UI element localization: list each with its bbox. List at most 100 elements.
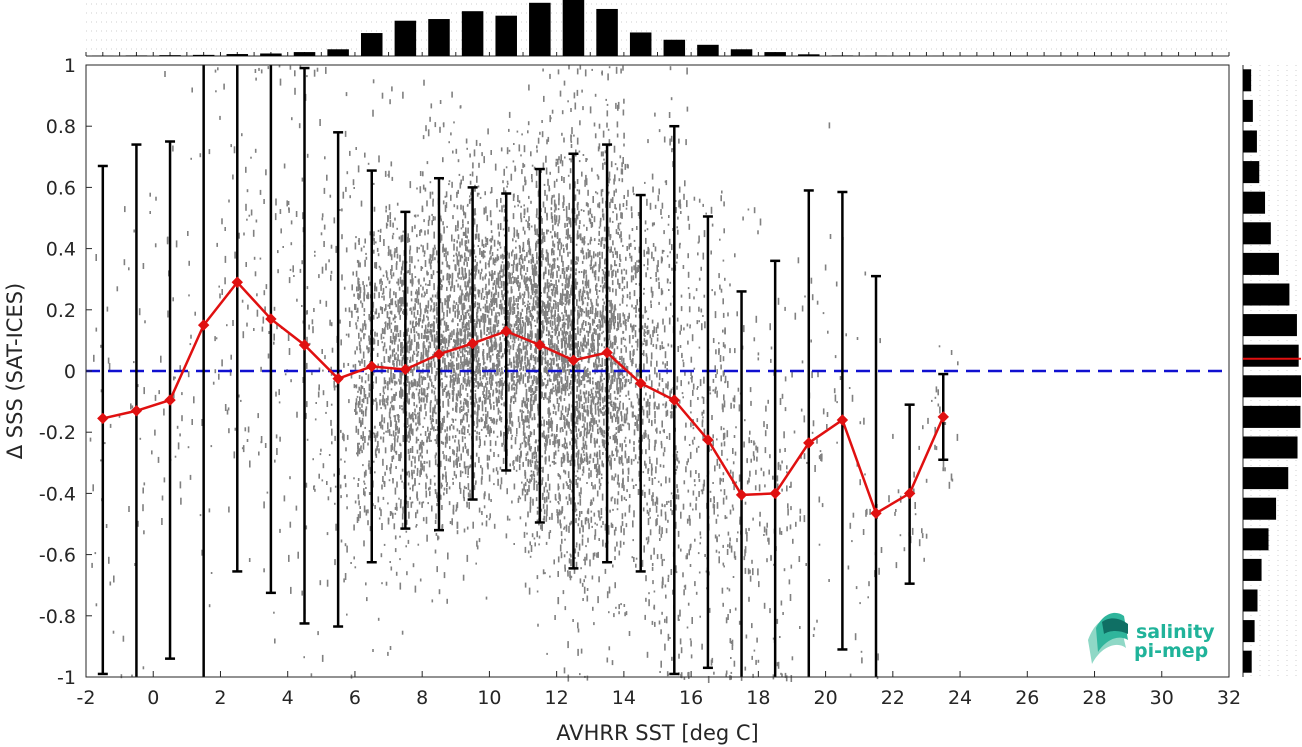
scatter-point bbox=[444, 386, 447, 390]
scatter-point bbox=[417, 383, 420, 387]
scatter-point bbox=[503, 307, 506, 312]
scatter-point bbox=[551, 343, 554, 346]
scatter-point bbox=[475, 480, 477, 484]
scatter-point bbox=[495, 373, 497, 377]
scatter-point bbox=[463, 461, 466, 469]
scatter-point bbox=[485, 397, 487, 401]
scatter-point bbox=[430, 428, 432, 431]
scatter-point bbox=[469, 379, 471, 383]
scatter-point bbox=[556, 270, 558, 276]
scatter-point bbox=[290, 220, 293, 225]
scatter-point bbox=[554, 300, 556, 303]
scatter-point bbox=[426, 309, 429, 314]
scatter-point bbox=[362, 398, 365, 404]
scatter-point bbox=[339, 209, 341, 211]
scatter-point bbox=[419, 578, 422, 582]
scatter-point bbox=[142, 487, 144, 494]
scatter-point bbox=[466, 310, 468, 314]
scatter-point bbox=[434, 247, 436, 250]
scatter-point bbox=[353, 556, 355, 560]
scatter-point bbox=[479, 273, 482, 280]
scatter-point bbox=[164, 71, 166, 77]
scatter-point bbox=[530, 313, 533, 318]
scatter-point bbox=[347, 363, 350, 366]
scatter-point bbox=[364, 426, 366, 429]
scatter-point bbox=[421, 455, 423, 459]
scatter-point bbox=[409, 424, 412, 432]
scatter-point bbox=[489, 399, 491, 405]
scatter-point bbox=[544, 450, 546, 455]
scatter-point bbox=[454, 435, 457, 438]
scatter-point bbox=[396, 481, 398, 488]
scatter-point bbox=[278, 65, 281, 68]
scatter-point bbox=[555, 439, 557, 444]
scatter-point bbox=[495, 285, 497, 290]
scatter-point bbox=[425, 516, 428, 524]
scatter-point bbox=[576, 342, 578, 347]
scatter-point bbox=[389, 291, 391, 299]
scatter-point bbox=[488, 377, 491, 382]
scatter-point bbox=[400, 235, 403, 243]
scatter-point bbox=[586, 367, 589, 372]
scatter-point bbox=[564, 284, 567, 291]
scatter-point bbox=[516, 262, 519, 267]
scatter-point bbox=[191, 87, 193, 93]
scatter-point bbox=[462, 223, 464, 228]
scatter-point bbox=[405, 545, 407, 548]
scatter-point bbox=[399, 254, 401, 262]
scatter-point bbox=[401, 468, 404, 472]
scatter-point bbox=[400, 388, 403, 392]
scatter-point bbox=[479, 260, 482, 264]
scatter-point bbox=[448, 281, 451, 286]
scatter-point bbox=[330, 322, 333, 327]
scatter-point bbox=[324, 156, 326, 160]
scatter-point bbox=[395, 304, 397, 308]
scatter-point bbox=[531, 368, 534, 372]
scatter-point bbox=[212, 381, 215, 385]
scatter-point bbox=[321, 479, 324, 482]
scatter-point bbox=[524, 183, 526, 186]
scatter-point bbox=[393, 348, 395, 353]
scatter-point bbox=[469, 464, 472, 468]
scatter-point bbox=[474, 329, 476, 336]
scatter-point bbox=[463, 485, 466, 489]
right-hist-bar bbox=[1243, 467, 1289, 490]
scatter-point bbox=[528, 481, 530, 484]
scatter-point bbox=[360, 446, 362, 451]
scatter-point bbox=[423, 254, 426, 257]
scatter-point bbox=[520, 372, 522, 380]
scatter-point bbox=[464, 240, 467, 247]
scatter-point bbox=[546, 652, 548, 655]
scatter-point bbox=[389, 99, 391, 105]
scatter-point bbox=[280, 228, 282, 234]
scatter-point bbox=[519, 497, 522, 500]
scatter-point bbox=[493, 348, 496, 351]
scatter-point bbox=[406, 286, 409, 294]
scatter-point bbox=[431, 334, 434, 342]
scatter-point bbox=[537, 423, 539, 428]
scatter-point bbox=[434, 216, 436, 221]
scatter-point bbox=[359, 345, 361, 350]
scatter-point bbox=[568, 559, 571, 564]
scatter-point bbox=[544, 445, 547, 450]
scatter-point bbox=[526, 341, 529, 347]
scatter-point bbox=[518, 448, 521, 451]
scatter-point bbox=[589, 409, 592, 414]
scatter-point bbox=[535, 180, 538, 188]
scatter-point bbox=[415, 331, 418, 334]
scatter-point bbox=[495, 467, 498, 472]
scatter-point bbox=[515, 246, 517, 249]
scatter-point bbox=[530, 385, 532, 392]
scatter-point bbox=[346, 434, 349, 440]
scatter-point bbox=[445, 300, 447, 303]
scatter-point bbox=[415, 422, 417, 426]
scatter-point bbox=[406, 384, 408, 387]
scatter-point bbox=[504, 315, 506, 320]
scatter-point bbox=[484, 236, 487, 239]
scatter-point bbox=[479, 363, 481, 366]
scatter-point bbox=[490, 291, 493, 298]
scatter-point bbox=[368, 492, 371, 495]
scatter-point bbox=[507, 363, 509, 366]
scatter-point bbox=[484, 250, 486, 253]
scatter-point bbox=[456, 449, 459, 452]
